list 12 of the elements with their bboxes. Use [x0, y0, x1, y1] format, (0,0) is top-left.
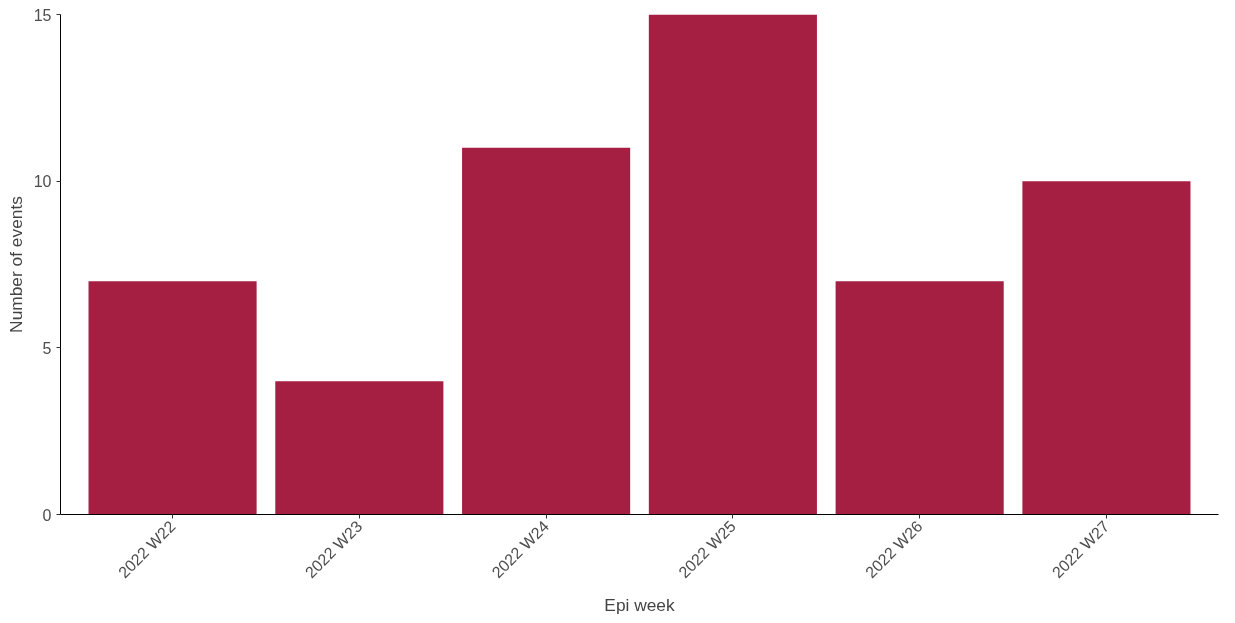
y-tick-label: 10	[33, 173, 52, 191]
x-axis-title: Epi week	[604, 595, 675, 616]
y-tick-label: 15	[33, 6, 52, 24]
bar	[648, 14, 817, 515]
bar	[462, 147, 631, 515]
y-tick-label: 5	[42, 339, 52, 357]
bar	[835, 281, 1004, 515]
y-axis-title: Number of events	[5, 195, 26, 333]
bar	[1022, 181, 1191, 515]
bar	[275, 381, 444, 515]
y-tick-label: 0	[42, 506, 52, 524]
bar	[88, 281, 257, 515]
